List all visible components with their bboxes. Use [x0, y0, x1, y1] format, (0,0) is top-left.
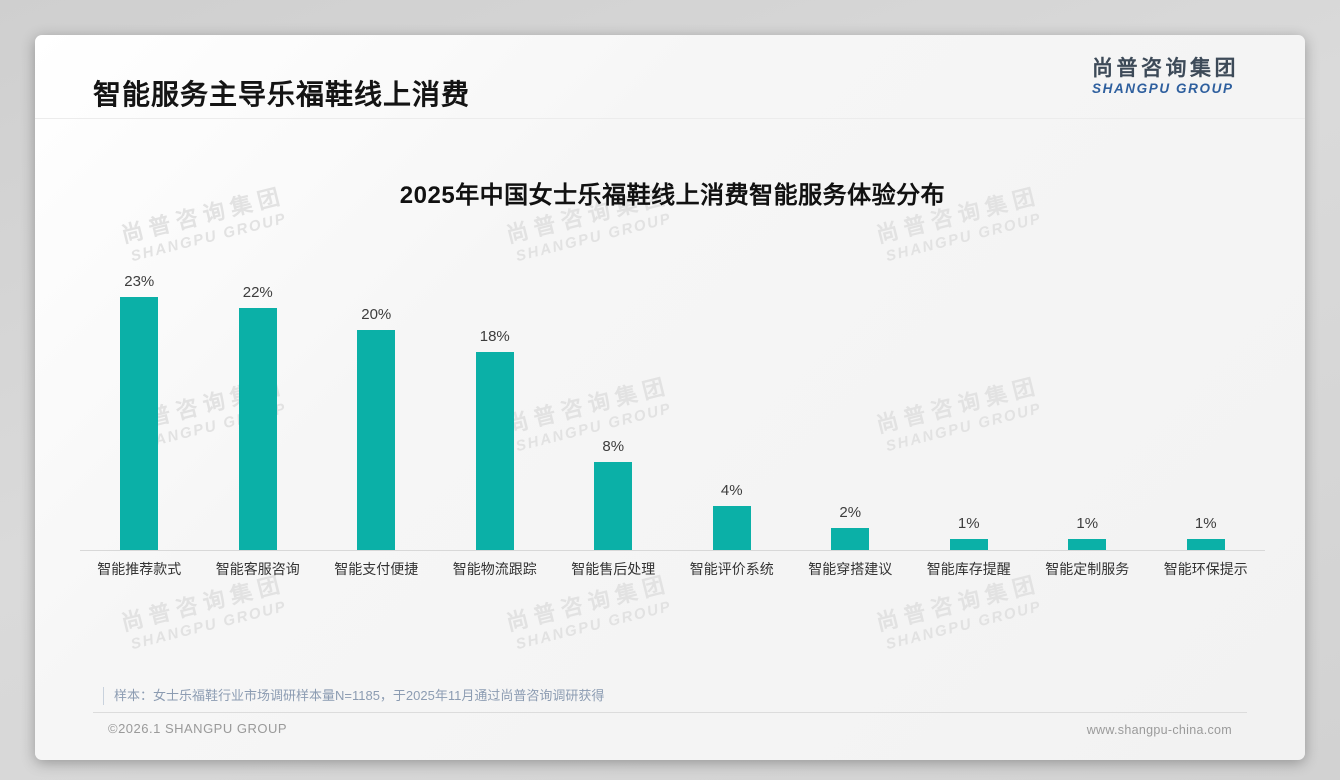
bar [712, 506, 751, 550]
logo-chinese-name: 尚普咨询集团 [1092, 57, 1239, 80]
watermark-english-text: SHANGPU GROUP [129, 597, 289, 654]
bar-column: 22% [199, 265, 318, 550]
bar-column: 1% [1147, 265, 1266, 550]
bar-value-label: 8% [602, 438, 625, 455]
logo-english-name: SHANGPU GROUP [1092, 81, 1234, 97]
watermark-english-text: SHANGPU GROUP [514, 209, 674, 266]
watermark-english-text: SHANGPU GROUP [884, 597, 1044, 654]
category-label: 智能支付便捷 [334, 561, 419, 577]
company-logo: 尚普咨询集团 SHANGPU GROUP [1092, 57, 1239, 96]
page-title: 智能服务主导乐福鞋线上消费 [93, 79, 471, 110]
bar [238, 308, 277, 550]
sample-note: 样本：女士乐福鞋行业市场调研样本量N=1185，于2025年11月通过尚普咨询调… [103, 687, 604, 705]
category-label: 智能推荐款式 [97, 561, 182, 577]
slide-card: 智能服务主导乐福鞋线上消费 尚普咨询集团 SHANGPU GROUP 尚普咨询集… [35, 35, 1305, 760]
bar-value-label: 23% [124, 273, 155, 290]
bar-chart-plot-area: 23% 22% 20% 18% 8% 4% 2% 1% 1% 1% [80, 265, 1265, 551]
category-label: 智能物流跟踪 [452, 561, 537, 577]
bar-column: 8% [554, 265, 673, 550]
bar-value-label: 20% [361, 306, 392, 323]
bar-column: 1% [910, 265, 1029, 550]
brand-watermark: 尚普咨询集团 SHANGPU GROUP [503, 566, 678, 654]
bar [949, 539, 988, 550]
bar [594, 462, 633, 550]
bar-value-label: 2% [839, 504, 862, 521]
bar-column: 4% [673, 265, 792, 550]
category-label: 智能客服咨询 [215, 561, 300, 577]
bar-value-label: 22% [242, 284, 273, 301]
slide-header: 智能服务主导乐福鞋线上消费 尚普咨询集团 SHANGPU GROUP [35, 35, 1305, 119]
watermark-english-text: SHANGPU GROUP [514, 597, 674, 654]
bar-value-label: 1% [1194, 515, 1217, 532]
brand-watermark: 尚普咨询集团 SHANGPU GROUP [118, 566, 293, 654]
bar [1068, 539, 1107, 550]
category-label: 智能售后处理 [571, 561, 656, 577]
bar-column: 23% [80, 265, 199, 550]
category-label: 智能库存提醒 [926, 561, 1011, 577]
bar-value-label: 4% [720, 482, 743, 499]
bar-column: 1% [1028, 265, 1147, 550]
bar [1186, 539, 1225, 550]
bar [475, 352, 514, 550]
category-label: 智能评价系统 [689, 561, 774, 577]
bar-column: 18% [436, 265, 555, 550]
footer-copyright: ©2026.1 SHANGPU GROUP [108, 721, 288, 736]
bar [357, 330, 396, 550]
watermark-english-text: SHANGPU GROUP [884, 209, 1044, 266]
bar [831, 528, 870, 550]
category-label: 智能定制服务 [1045, 561, 1130, 577]
bar-column: 20% [317, 265, 436, 550]
footer-website: www.shangpu-china.com [1086, 723, 1232, 737]
bar-value-label: 1% [1076, 515, 1099, 532]
footer-divider [93, 712, 1247, 713]
chart-title: 2025年中国女士乐福鞋线上消费智能服务体验分布 [399, 182, 946, 209]
category-label: 智能环保提示 [1163, 561, 1248, 577]
brand-watermark: 尚普咨询集团 SHANGPU GROUP [873, 566, 1048, 654]
bar-value-label: 1% [957, 515, 980, 532]
category-axis-labels: 智能推荐款式 智能客服咨询 智能支付便捷 智能物流跟踪 智能售后处理 智能评价系统 智能穿搭… [80, 559, 1265, 579]
bar [120, 297, 159, 550]
bar-column: 2% [791, 265, 910, 550]
category-label: 智能穿搭建议 [808, 561, 893, 577]
bar-value-label: 18% [479, 328, 510, 345]
watermark-english-text: SHANGPU GROUP [129, 209, 289, 266]
